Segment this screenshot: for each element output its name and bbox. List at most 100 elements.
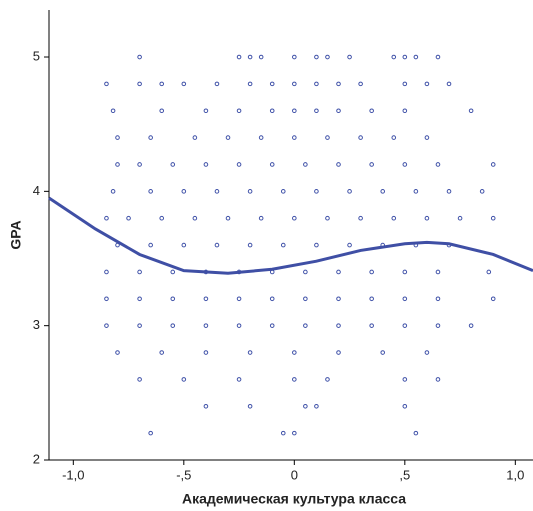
- point: [280, 430, 286, 436]
- point: [110, 108, 116, 114]
- point: [347, 242, 352, 248]
- point: [115, 162, 120, 167]
- point: [435, 323, 441, 328]
- point: [258, 215, 264, 221]
- point: [490, 215, 496, 221]
- point: [104, 269, 109, 275]
- point: [214, 242, 220, 248]
- point: [126, 215, 131, 221]
- point: [247, 242, 253, 248]
- point: [325, 215, 330, 221]
- point: [336, 162, 341, 167]
- point: [148, 135, 153, 140]
- point: [402, 269, 408, 275]
- y-tick-label: 2: [33, 451, 40, 466]
- point: [336, 81, 341, 87]
- point: [369, 162, 374, 167]
- point: [358, 215, 363, 221]
- point: [490, 162, 496, 167]
- point: [314, 54, 319, 60]
- point: [203, 350, 209, 355]
- point: [137, 269, 142, 275]
- point: [181, 189, 187, 194]
- y-axis-title: GPA: [8, 220, 24, 249]
- x-tick-label: -1,0: [62, 467, 84, 482]
- point: [148, 430, 153, 436]
- point: [303, 296, 308, 302]
- point: [336, 323, 341, 328]
- point: [336, 296, 341, 302]
- point: [236, 296, 242, 302]
- point: [292, 108, 297, 114]
- point: [236, 54, 242, 60]
- point: [413, 430, 419, 436]
- y-tick-label: 4: [33, 183, 40, 198]
- point: [435, 54, 441, 60]
- point: [424, 135, 430, 140]
- point: [358, 135, 363, 140]
- point: [303, 323, 308, 328]
- point: [236, 377, 242, 382]
- point: [280, 242, 286, 248]
- point: [292, 430, 297, 436]
- point: [170, 296, 176, 302]
- point: [181, 81, 187, 87]
- point: [336, 108, 341, 114]
- point: [435, 269, 441, 275]
- point: [347, 189, 352, 194]
- point: [269, 296, 275, 302]
- point: [369, 323, 374, 328]
- x-axis-title: Академическая культура класса: [182, 491, 406, 507]
- point: [325, 377, 330, 382]
- x-tick-label: 0: [291, 467, 298, 482]
- point: [203, 108, 209, 114]
- point: [159, 81, 165, 87]
- point: [391, 135, 397, 140]
- point: [137, 162, 142, 167]
- point: [292, 215, 297, 221]
- point: [269, 323, 275, 328]
- point: [468, 108, 474, 114]
- point: [236, 162, 242, 167]
- point: [269, 81, 275, 87]
- y-tick-label: 3: [33, 317, 40, 332]
- point: [402, 162, 408, 167]
- point: [424, 81, 430, 87]
- point: [247, 81, 253, 87]
- point: [435, 162, 441, 167]
- point: [391, 215, 397, 221]
- point: [225, 135, 231, 140]
- point: [236, 323, 242, 328]
- point: [479, 189, 485, 194]
- point: [292, 54, 297, 60]
- point: [148, 242, 153, 248]
- point: [110, 189, 116, 194]
- point: [148, 189, 153, 194]
- point: [258, 54, 264, 60]
- point: [292, 350, 297, 355]
- point: [137, 323, 142, 328]
- point: [358, 81, 363, 87]
- point: [435, 296, 441, 302]
- point: [490, 296, 496, 302]
- point: [413, 189, 419, 194]
- point: [192, 215, 198, 221]
- point: [402, 377, 408, 382]
- point: [280, 189, 286, 194]
- y-tick-label: 5: [33, 48, 40, 63]
- point: [170, 323, 176, 328]
- point: [137, 296, 142, 302]
- point: [314, 108, 319, 114]
- point: [203, 403, 209, 409]
- point: [137, 54, 142, 60]
- point: [225, 215, 231, 221]
- point: [115, 350, 120, 355]
- point: [303, 269, 308, 275]
- point: [137, 377, 142, 382]
- point: [137, 81, 142, 87]
- point: [380, 350, 386, 355]
- point: [424, 215, 430, 221]
- point: [203, 323, 209, 328]
- point: [314, 189, 319, 194]
